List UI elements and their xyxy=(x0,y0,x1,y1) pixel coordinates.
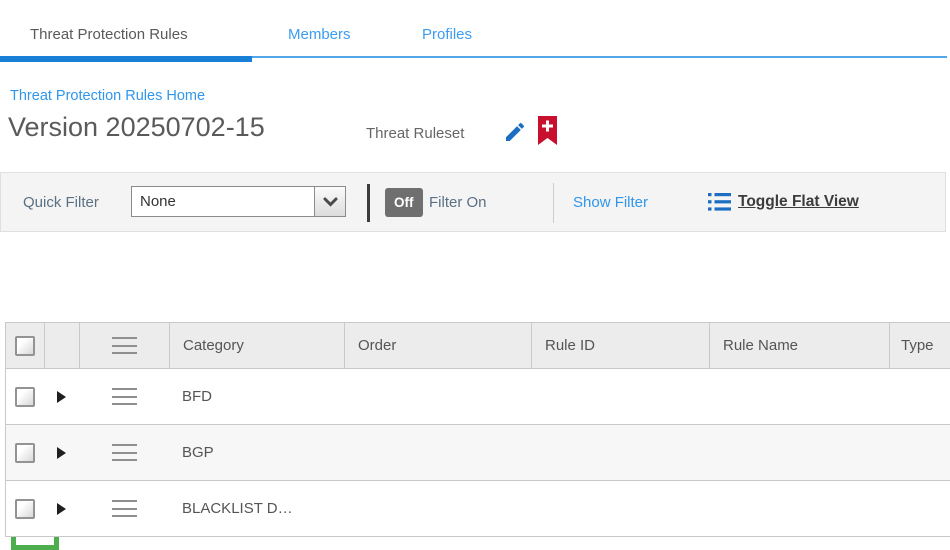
column-header-order[interactable]: Order xyxy=(344,323,531,368)
row-menu-icon[interactable] xyxy=(111,388,137,405)
row-checkbox[interactable] xyxy=(15,442,35,463)
column-header-rule-id[interactable]: Rule ID xyxy=(531,323,709,368)
tab-threat-protection-rules[interactable]: Threat Protection Rules xyxy=(30,26,188,43)
row-menu-icon[interactable] xyxy=(111,500,137,517)
quick-filter-selected-value: None xyxy=(140,193,176,210)
quick-filter-label: Quick Filter xyxy=(23,193,99,211)
table-row-bfd[interactable]: BFD xyxy=(6,369,950,425)
table-row-blacklist[interactable]: BLACKLIST D… xyxy=(6,481,950,537)
row-checkbox[interactable] xyxy=(15,498,35,519)
tab-bar-divider xyxy=(252,56,947,58)
bookmark-add-icon[interactable] xyxy=(538,116,557,150)
column-menu-icon[interactable] xyxy=(112,337,137,354)
quick-filter-select[interactable]: None xyxy=(131,186,346,217)
tab-members[interactable]: Members xyxy=(288,26,351,43)
expand-column-header xyxy=(44,323,79,368)
column-header-category[interactable]: Category xyxy=(169,323,344,368)
rules-toolbar xyxy=(0,245,950,550)
order-cell xyxy=(344,425,531,480)
page-title: Version 20250702-15 xyxy=(8,112,265,142)
category-cell: BFD xyxy=(182,388,212,405)
active-tab-underline xyxy=(0,56,252,62)
rule-id-cell xyxy=(531,425,709,480)
select-all-checkbox[interactable] xyxy=(15,335,35,356)
column-header-type[interactable]: Type xyxy=(889,323,950,368)
category-cell: BGP xyxy=(182,444,214,461)
rule-name-cell xyxy=(709,369,889,424)
filter-bar: Quick Filter None Off Filter On Show Fil… xyxy=(0,172,946,232)
flat-view-list-icon[interactable] xyxy=(708,173,731,231)
edit-version-pencil-icon[interactable] xyxy=(503,120,527,149)
rule-name-cell xyxy=(709,481,889,536)
column-header-rule-name[interactable]: Rule Name xyxy=(709,323,889,368)
rule-name-cell xyxy=(709,425,889,480)
filter-bar-divider xyxy=(367,184,370,222)
breadcrumb-home-link[interactable]: Threat Protection Rules Home xyxy=(10,88,206,104)
type-cell xyxy=(889,425,950,480)
order-cell xyxy=(344,481,531,536)
tab-profiles[interactable]: Profiles xyxy=(422,26,473,43)
threat-rules-table: Category Order Rule ID Rule Name Type BF… xyxy=(5,322,950,537)
tab-bar: Threat Protection Rules Members Profiles xyxy=(0,20,950,64)
filter-bar-divider-light xyxy=(553,183,554,223)
rule-id-cell xyxy=(531,369,709,424)
chevron-down-icon[interactable] xyxy=(314,187,345,216)
row-menu-icon[interactable] xyxy=(111,444,137,461)
filter-toggle-button[interactable]: Off xyxy=(385,187,423,218)
table-header-row: Category Order Rule ID Rule Name Type xyxy=(6,323,950,369)
type-cell xyxy=(889,369,950,424)
rule-id-cell xyxy=(531,481,709,536)
filter-toggle-state[interactable]: Off xyxy=(385,188,423,217)
type-cell xyxy=(889,481,950,536)
expand-row-icon[interactable] xyxy=(57,446,66,459)
category-cell: BLACKLIST D… xyxy=(182,500,293,517)
show-filter-link[interactable]: Show Filter xyxy=(573,193,649,211)
row-checkbox[interactable] xyxy=(15,386,35,407)
ruleset-type-label: Threat Ruleset xyxy=(366,125,465,142)
expand-row-icon[interactable] xyxy=(57,390,66,403)
table-row-bgp[interactable]: BGP xyxy=(6,425,950,481)
expand-row-icon[interactable] xyxy=(57,502,66,515)
order-cell xyxy=(344,369,531,424)
filter-on-label: Filter On xyxy=(429,193,487,211)
toggle-flat-view-link[interactable]: Toggle Flat View xyxy=(738,193,859,210)
